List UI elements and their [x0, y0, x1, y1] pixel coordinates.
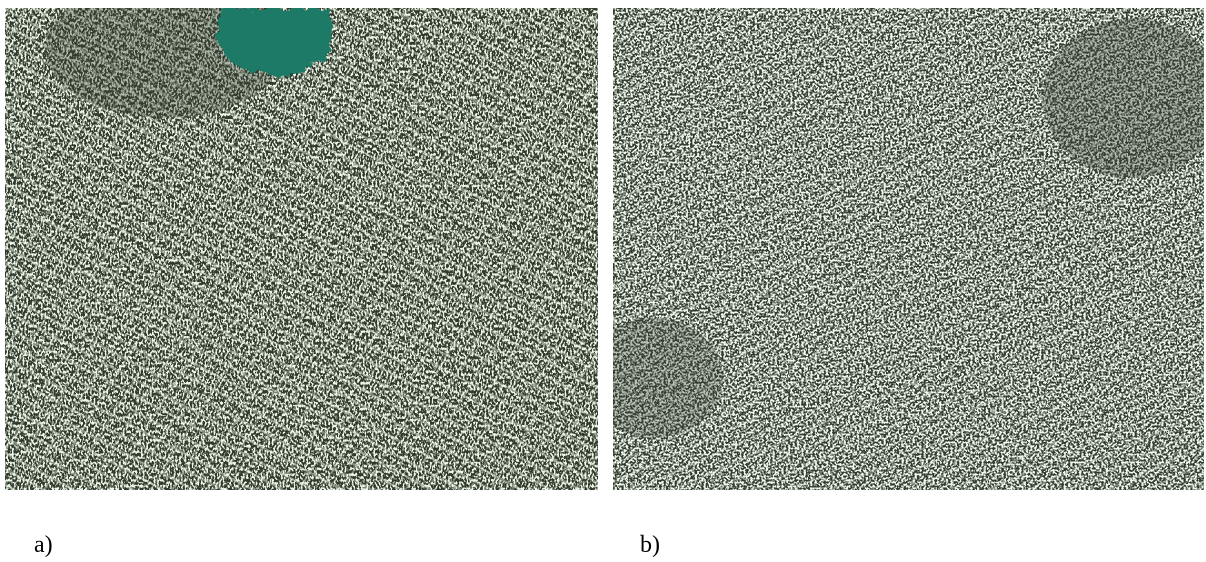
micrograph-b — [613, 8, 1204, 490]
panel-label: b) — [640, 532, 660, 559]
micrograph-a — [5, 8, 598, 490]
page: a) b) (() => { const data = JSON.parse(d… — [0, 0, 1206, 562]
panel-label: a) — [34, 532, 53, 559]
